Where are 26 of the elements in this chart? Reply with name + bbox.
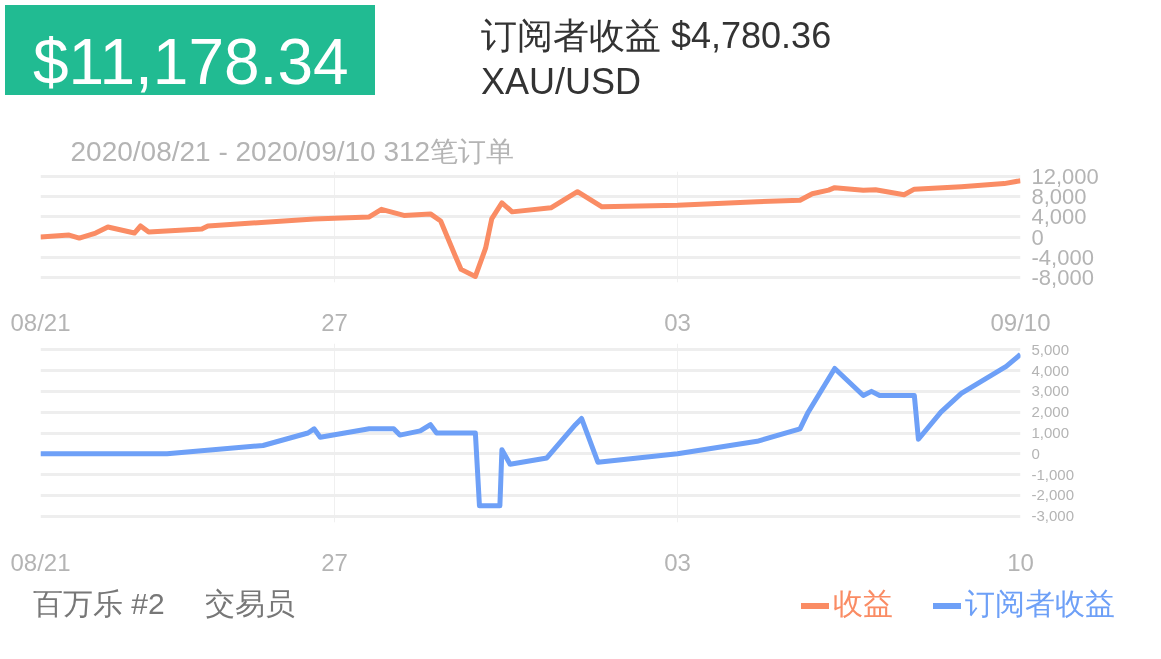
y-tick-label: 2,000 [1031, 403, 1070, 421]
y-tick-label: -2,000 [1031, 486, 1075, 504]
y-tick-label: 4,000 [1031, 361, 1070, 379]
x-tick-label: 08/21 [10, 308, 71, 336]
x-tick-label: 09/10 [990, 308, 1051, 336]
x-tick-label: 10 [1007, 548, 1034, 576]
y-tick-label: 1,000 [1031, 424, 1070, 441]
legend-label: 订阅者收益 [964, 587, 1115, 620]
x-tick-label: 27 [321, 548, 348, 576]
x-tick-label: 27 [321, 308, 348, 336]
x-tick-label: 08/21 [10, 548, 71, 576]
text: 百万乐 #2 [33, 587, 165, 620]
legend-label: 收益 [832, 587, 893, 620]
chart-subtitle: 订阅者收益 $4,780.36 [481, 15, 832, 56]
y-tick-label: -1,000 [1031, 465, 1075, 483]
y-tick-label: 12,000 [1031, 164, 1099, 190]
y-tick-label: 3,000 [1031, 382, 1070, 400]
text: 2020/08/21 - 2020/09/10 312笔订单 [70, 135, 515, 167]
text: 交易员 [204, 587, 295, 620]
chart-title: $11,178.34 [5, 5, 375, 98]
y-tick-label: -3,000 [1031, 507, 1075, 525]
x-tick-label: 03 [664, 308, 691, 336]
text: XAU/USD [481, 61, 642, 102]
y-tick-label: 5,000 [1031, 340, 1070, 358]
y-tick-label: 0 [1031, 444, 1040, 462]
x-tick-label: 03 [664, 548, 691, 576]
